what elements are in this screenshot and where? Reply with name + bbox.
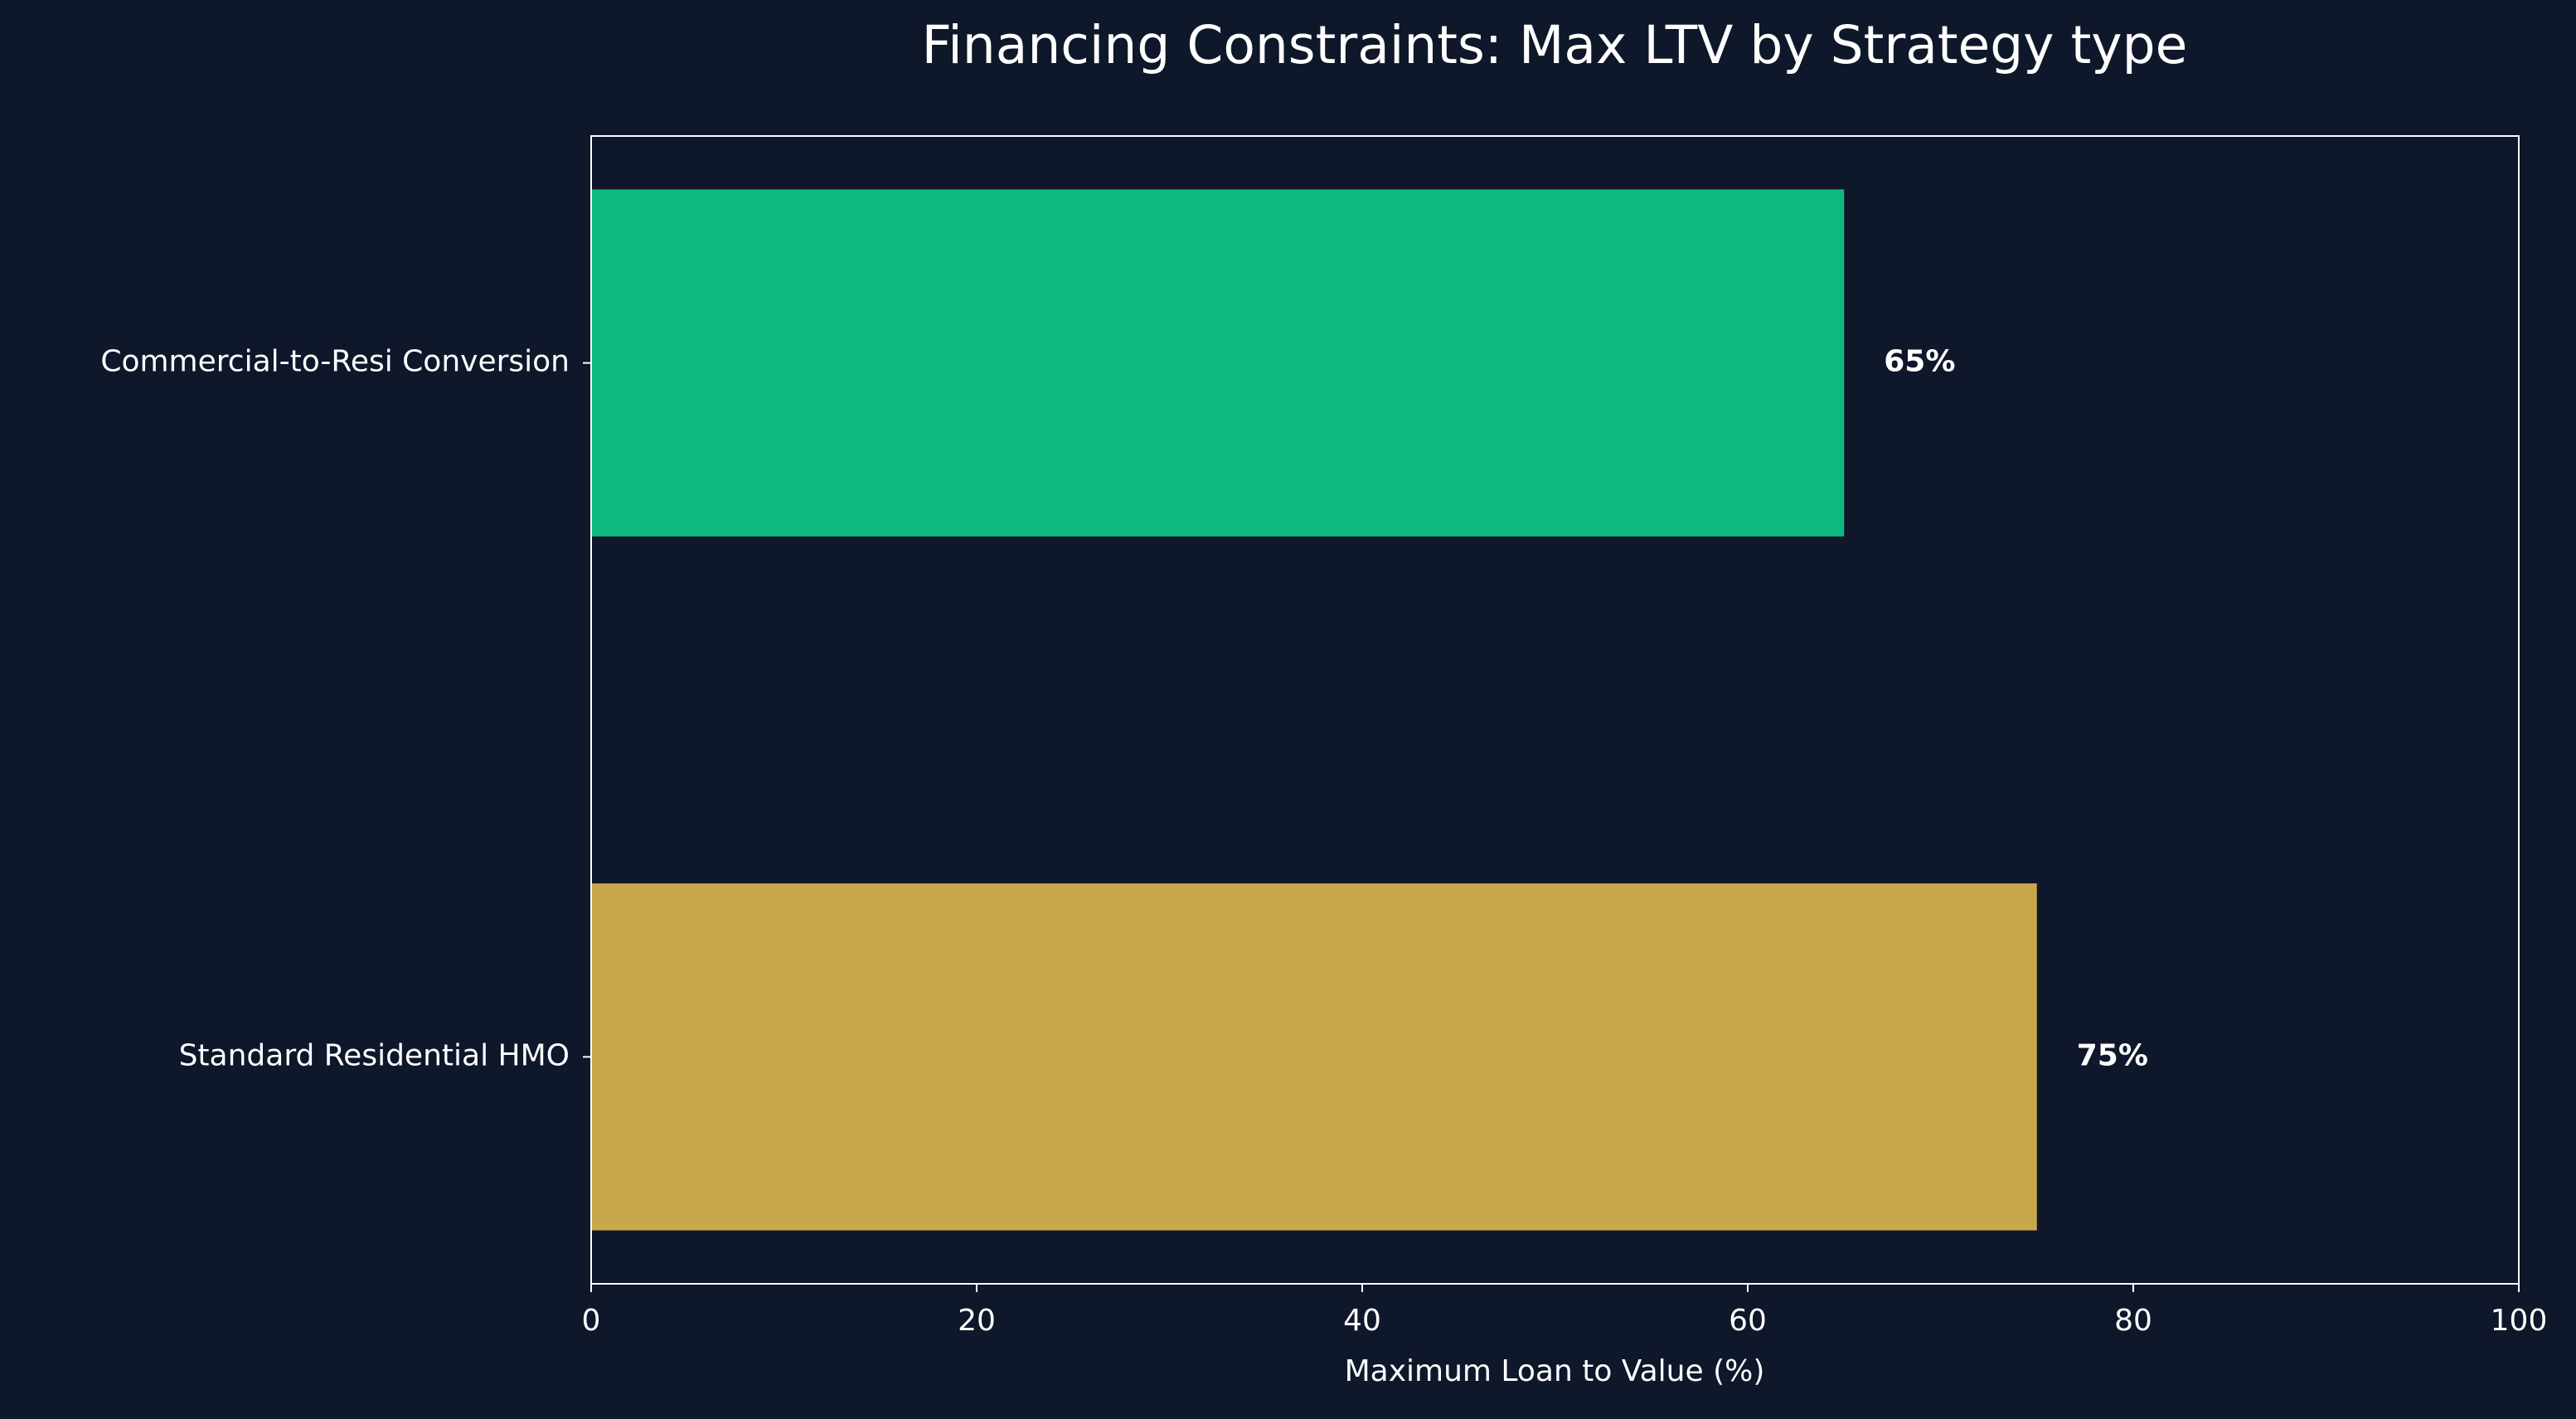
y-tick-label: Standard Residential HMO	[179, 1038, 570, 1072]
x-tick-label: 60	[1729, 1304, 1767, 1338]
value-label: 75%	[2077, 1038, 2148, 1072]
bar	[591, 883, 2037, 1231]
bar	[591, 189, 1845, 537]
x-tick-label: 40	[1343, 1304, 1381, 1338]
x-tick-label: 80	[2114, 1304, 2152, 1338]
y-tick-label: Commercial-to-Resi Conversion	[100, 345, 570, 379]
x-tick-label: 20	[958, 1304, 996, 1338]
x-tick-label: 0	[582, 1304, 601, 1338]
x-axis-label: Maximum Loan to Value (%)	[1345, 1354, 1765, 1388]
x-tick-label: 100	[2491, 1304, 2548, 1338]
plot-frame	[590, 135, 2520, 1285]
value-label: 65%	[1884, 345, 1955, 379]
chart-title: Financing Constraints: Max LTV by Strate…	[922, 15, 2188, 75]
